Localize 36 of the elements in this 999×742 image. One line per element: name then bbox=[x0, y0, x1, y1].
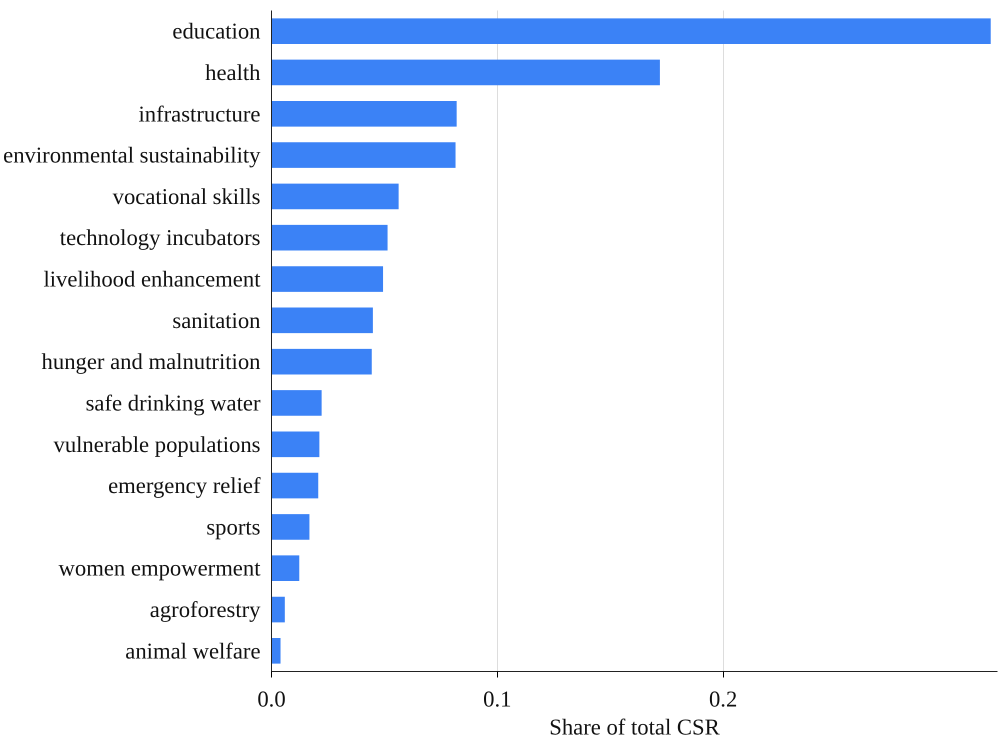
y-tick-label: technology incubators bbox=[60, 225, 261, 250]
bar bbox=[272, 266, 384, 292]
bar bbox=[272, 224, 388, 251]
y-tick-label: women empowerment bbox=[58, 556, 262, 581]
x-tick-label: 0.2 bbox=[708, 686, 738, 712]
y-tick-label: agroforestry bbox=[150, 597, 262, 622]
y-tick-label: emergency relief bbox=[108, 473, 261, 498]
bar bbox=[272, 348, 372, 374]
bar bbox=[272, 390, 322, 416]
y-tick-label: sports bbox=[206, 514, 261, 540]
x-axis-title: Share of total CSR bbox=[549, 714, 721, 740]
y-tick-label: hunger and malnutrition bbox=[42, 349, 261, 374]
bar bbox=[272, 18, 991, 44]
bar bbox=[272, 100, 457, 127]
bar bbox=[272, 308, 373, 334]
bar bbox=[272, 555, 300, 582]
y-tick-label: animal welfare bbox=[125, 638, 261, 664]
y-tick-label: education bbox=[172, 18, 261, 44]
y-tick-label: infrastructure bbox=[138, 101, 261, 126]
y-tick-label: environmental sustainability bbox=[3, 142, 262, 168]
y-tick-label: health bbox=[205, 60, 262, 85]
bar bbox=[272, 184, 399, 210]
x-tick-label: 0.0 bbox=[257, 686, 286, 712]
bar bbox=[272, 431, 320, 458]
x-tick-label: 0.1 bbox=[483, 686, 512, 712]
bar bbox=[272, 472, 318, 498]
y-tick-label: vocational skills bbox=[112, 184, 260, 209]
y-tick-label: livelihood enhancement bbox=[43, 266, 262, 292]
bar bbox=[272, 60, 660, 86]
bar bbox=[272, 514, 310, 540]
bar bbox=[272, 596, 285, 622]
y-tick-label: safe drinking water bbox=[86, 390, 261, 416]
y-tick-label: vulnerable populations bbox=[53, 432, 261, 457]
bar bbox=[272, 638, 281, 664]
y-tick-label: sanitation bbox=[172, 308, 260, 333]
bar bbox=[272, 142, 456, 168]
